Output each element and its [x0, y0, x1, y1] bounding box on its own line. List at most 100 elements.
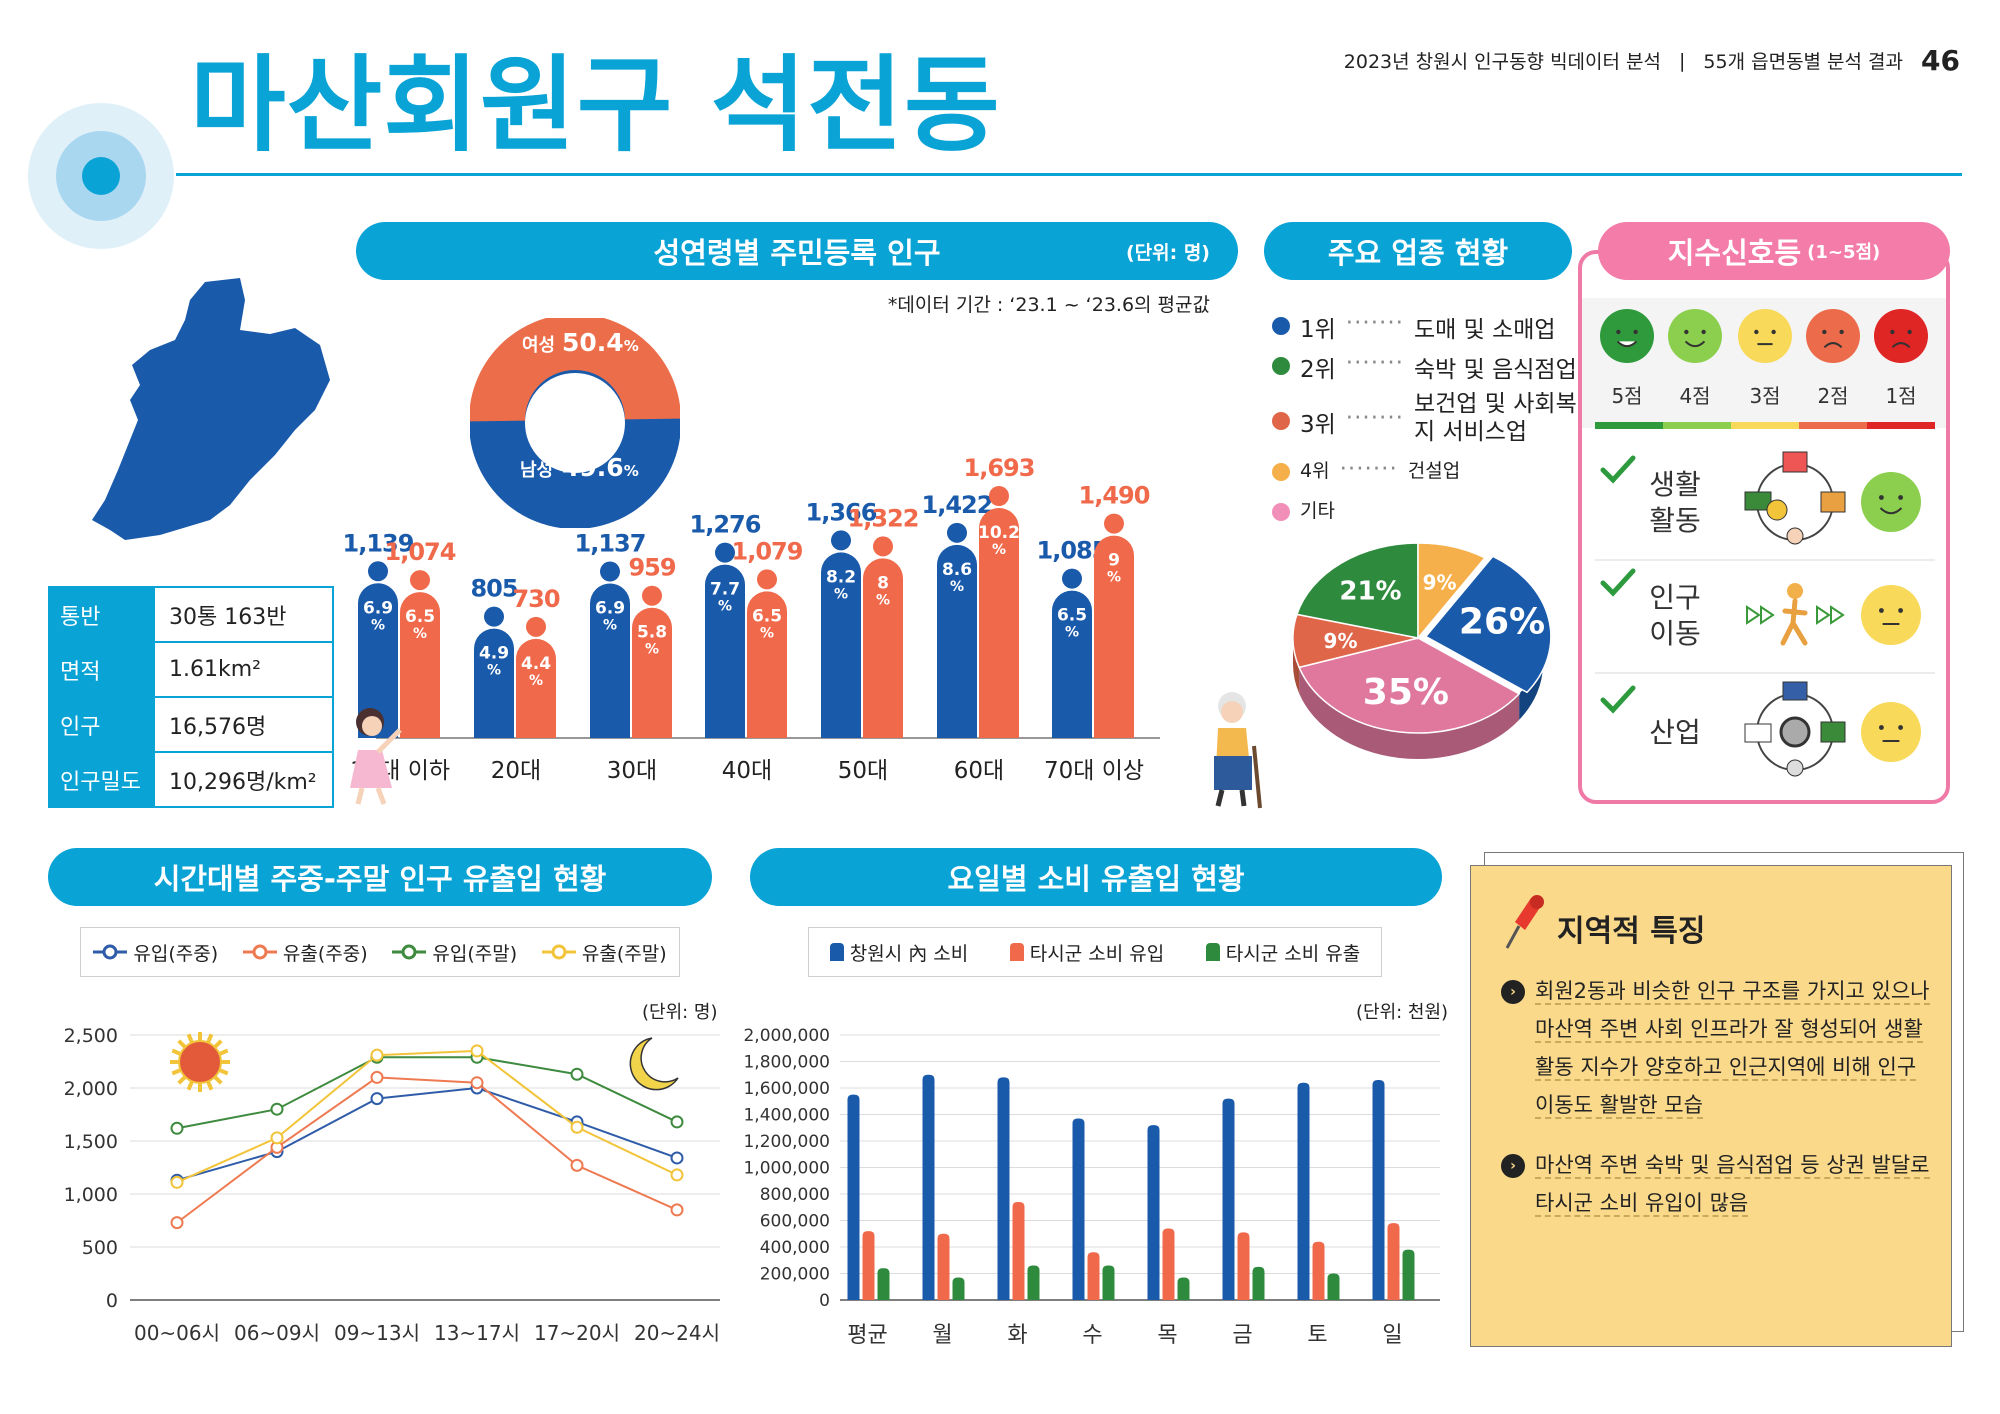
- population-pct-label: 6.5: [752, 606, 782, 626]
- face-eye: [1879, 608, 1884, 613]
- population-category-label: 20대: [491, 758, 541, 784]
- population-bar: [1052, 590, 1092, 738]
- signal-row-label: 산업: [1649, 716, 1701, 749]
- info-row: 통반 30통 163반: [48, 586, 334, 643]
- header-circle-inner: [82, 157, 120, 195]
- face-eye: [1898, 608, 1903, 613]
- flow-point: [570, 1158, 584, 1172]
- flow-title-bar: 시간대별 주중-주말 인구 유출입 현황: [48, 848, 712, 906]
- consume-bar: [1222, 1098, 1235, 1300]
- face-eye: [1898, 725, 1903, 730]
- population-bar: [474, 628, 514, 738]
- x-tick-label: 00~06시: [134, 1321, 220, 1345]
- bullet-line: 마산역 주변 숙박 및 음식점업 등 상권 발달로: [1535, 1153, 1930, 1179]
- face-icon: [1861, 472, 1921, 532]
- pie-slice-label: 9%: [1324, 629, 1358, 653]
- pie-slice: [1298, 637, 1521, 734]
- consume-bar: [997, 1077, 1010, 1300]
- coin-glyph: [1766, 499, 1788, 521]
- population-pct-unit: %: [529, 673, 543, 689]
- legend-item: 타시군 소비 유출: [1205, 939, 1360, 966]
- legend-label: 유출(주중): [282, 942, 368, 965]
- pie-slice-side: [1299, 667, 1520, 759]
- legend-item: 창원시 內 소비: [829, 939, 969, 966]
- population-value-label: 805: [470, 575, 517, 603]
- consume-bar: [1072, 1118, 1085, 1300]
- score-bar: [1663, 422, 1731, 429]
- consume-legend: 창원시 內 소비 타시군 소비 유입 타시군 소비 유출: [808, 927, 1382, 977]
- population-bar-head: [989, 486, 1009, 506]
- flow-point: [570, 1120, 584, 1134]
- population-pct-label: 6.5: [405, 607, 435, 627]
- consume-title: 요일별 소비 유출입 현황: [947, 862, 1245, 896]
- sun-icon: [170, 1032, 230, 1092]
- flow-point: [370, 1070, 384, 1084]
- population-category-label: 70대 이상: [1044, 758, 1144, 784]
- legend-label: 유입(주말): [432, 942, 518, 965]
- legend-label: 타시군 소비 유입: [1029, 942, 1165, 965]
- donut-male-label: 남성: [520, 460, 553, 481]
- population-category-label: 60대: [954, 758, 1004, 784]
- signal-row-label: 생활: [1649, 468, 1701, 501]
- rank-dot: [1272, 317, 1290, 335]
- info-value: 16,576명: [153, 696, 334, 753]
- score-bar: [1867, 422, 1935, 429]
- population-pct-label: 5.8: [637, 623, 667, 643]
- face-icon: [1861, 702, 1921, 762]
- population-bar-head: [1062, 568, 1082, 589]
- population-category-label: 50대: [838, 758, 888, 784]
- pie-slice-side: [1293, 638, 1300, 694]
- pie-slice-label: 35%: [1363, 672, 1449, 713]
- shop-glyph: [1782, 681, 1808, 701]
- rank-name: 숙박 및 음식점업: [1413, 357, 1577, 383]
- population-value-label: 1,422: [922, 491, 993, 519]
- score-label: 5점: [1611, 384, 1642, 408]
- score-label: 4점: [1679, 384, 1710, 408]
- signal-title: 지수신호등: [1667, 236, 1802, 270]
- population-pct-unit: %: [834, 586, 848, 602]
- population-bar-head: [600, 561, 620, 582]
- header-rule: [176, 173, 1962, 176]
- legend-item: 유입(주중): [93, 939, 218, 966]
- population-bar: [1094, 535, 1134, 738]
- factory-glyph: [1744, 723, 1772, 743]
- flow-point: [270, 1102, 284, 1116]
- face-mouth: [1879, 507, 1903, 515]
- y-tick-label: 200,000: [760, 1265, 830, 1285]
- sun-disc: [178, 1040, 222, 1084]
- x-tick-label: 20~24시: [634, 1321, 720, 1345]
- checkmark-icon: [1600, 568, 1636, 597]
- walker-body: [1780, 598, 1808, 646]
- flow-point: [170, 1175, 184, 1189]
- population-value-label: 1,276: [690, 511, 761, 539]
- population-value-label: 1,137: [575, 530, 646, 558]
- industry-rank-3: 3위 ······· 보건업 및 사회복지 서비스업: [1272, 390, 1584, 446]
- info-key: 통반: [48, 586, 155, 643]
- flow-point: [270, 1131, 284, 1145]
- consume-bar: [1252, 1266, 1265, 1300]
- flow-point: [370, 1048, 384, 1062]
- legend-swatch: [1009, 943, 1024, 961]
- consume-unit: (단위: 천원): [1356, 1002, 1449, 1023]
- score-label: 1점: [1885, 384, 1916, 408]
- rank-leader: ·······: [1345, 405, 1404, 431]
- score-bar: [1799, 422, 1867, 429]
- bullet-item: › 회원2동과 비슷한 인구 구조를 가지고 있으나 마산역 주변 사회 인프라…: [1501, 972, 1941, 1124]
- consume-bar: [1147, 1125, 1160, 1300]
- info-row: 인구밀도 10,296명/km²: [48, 751, 334, 808]
- x-tick-label: 06~09시: [234, 1321, 320, 1345]
- consume-bar: [922, 1074, 935, 1300]
- x-tick-label: 토: [1307, 1323, 1327, 1348]
- chevron-right-icon: ›: [1501, 1154, 1525, 1178]
- population-pct-unit: %: [950, 579, 964, 595]
- consume-bar: [1312, 1241, 1325, 1300]
- gender-donut: 여성 50.4% 남성 49.6%: [470, 318, 680, 528]
- population-bar: [863, 558, 903, 738]
- info-key: 면적: [48, 641, 155, 698]
- consume-bar: [937, 1233, 950, 1300]
- consume-bar: [952, 1277, 965, 1300]
- x-tick-label: 17~20시: [534, 1321, 620, 1345]
- legend-label: 창원시 內 소비: [849, 942, 969, 965]
- rank-dot: [1272, 463, 1290, 481]
- consume-bar: [1162, 1228, 1175, 1300]
